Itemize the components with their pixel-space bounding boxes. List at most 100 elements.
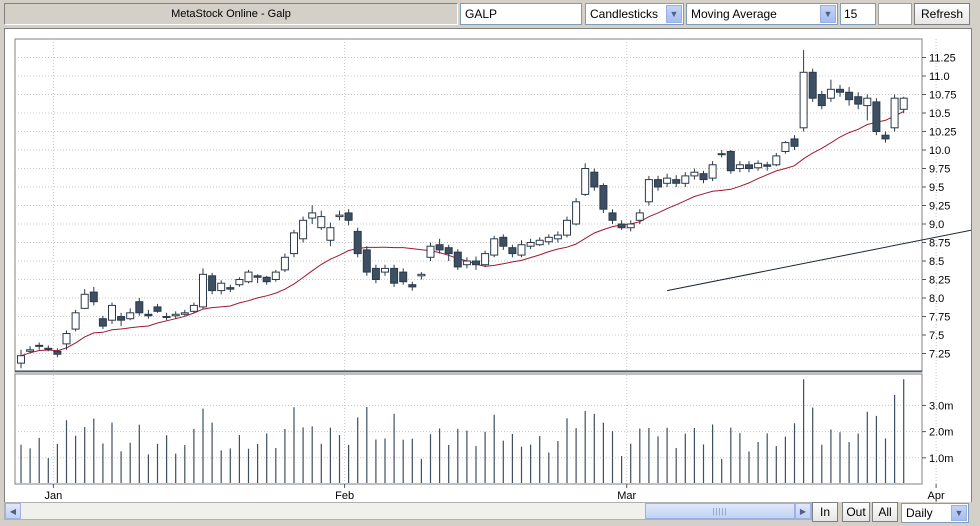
candle-up xyxy=(799,71,808,129)
candle-down xyxy=(654,179,662,188)
price-tick-label: 9.75 xyxy=(929,164,950,176)
candle-down xyxy=(53,350,62,355)
show-all-button[interactable]: All xyxy=(872,502,898,522)
candle-up xyxy=(899,97,908,110)
symbol-input[interactable] xyxy=(460,3,582,25)
candle-up xyxy=(44,347,53,350)
zoom-out-button[interactable]: Out xyxy=(842,502,870,522)
interval-value: Daily xyxy=(906,506,933,520)
candle-down xyxy=(845,91,854,101)
refresh-button[interactable]: Refresh xyxy=(914,3,970,25)
candle-up xyxy=(462,260,471,266)
scroll-right-arrow-icon[interactable]: ▶ xyxy=(795,503,811,519)
candle-down xyxy=(362,249,371,273)
price-tick-label: 7.75 xyxy=(929,312,950,324)
scroll-left-arrow-icon[interactable]: ◀ xyxy=(5,503,21,519)
horizontal-scrollbar[interactable]: ◀ ||||| ▶ xyxy=(4,502,812,520)
candle-down xyxy=(453,251,462,268)
price-volume-chart[interactable]: 11.25 11.0 10.75 10.5 10.25 10.0 9.75 9.5 9.25 9.… xyxy=(5,29,980,502)
candle-up xyxy=(299,219,308,240)
chevron-down-icon[interactable]: ▼ xyxy=(666,5,682,23)
candle-down xyxy=(726,150,735,172)
app-title: MetaStock Online - Galp xyxy=(4,3,458,25)
candle-down xyxy=(881,134,890,140)
candle-down xyxy=(817,94,826,107)
candle-down xyxy=(508,247,517,255)
volume-panel xyxy=(14,373,923,485)
candle-down xyxy=(353,230,362,255)
candle-up xyxy=(754,162,763,169)
chart-type-select[interactable]: Candlesticks ▼ xyxy=(585,3,684,25)
candle-down xyxy=(144,313,153,317)
candle-up xyxy=(71,312,80,330)
scroll-thumb[interactable]: ||||| xyxy=(645,503,795,519)
candle-down xyxy=(390,267,399,284)
candle-up xyxy=(108,304,116,321)
candle-up xyxy=(280,256,289,271)
candle-up xyxy=(890,97,899,129)
candle-up xyxy=(635,212,644,221)
indicator-select[interactable]: Moving Average ▼ xyxy=(686,3,838,25)
candle-up xyxy=(517,244,526,256)
candle-up xyxy=(335,214,344,218)
price-tick-label: 11.0 xyxy=(929,71,950,83)
candle-down xyxy=(153,306,162,312)
price-tick-label: 10.75 xyxy=(929,90,957,102)
candle-up xyxy=(80,293,89,309)
candle-down xyxy=(371,267,380,280)
candle-down xyxy=(745,164,753,170)
candle-down xyxy=(35,344,44,347)
month-label: Mar xyxy=(617,490,636,502)
candle-down xyxy=(472,260,480,266)
volume-tick-label: 3.0m xyxy=(929,400,953,412)
candle-down xyxy=(98,318,107,327)
candle-down xyxy=(117,316,126,321)
price-tick-label: 9.25 xyxy=(929,201,950,213)
month-label: Jan xyxy=(45,490,63,502)
candle-up xyxy=(62,333,71,345)
candle-up xyxy=(326,227,335,241)
candle-up xyxy=(199,273,207,308)
candle-down xyxy=(89,291,98,303)
candle-up xyxy=(426,245,435,258)
price-tick-label: 10.0 xyxy=(929,145,950,157)
candle-up xyxy=(290,232,298,255)
candle-up xyxy=(481,253,490,266)
candle-up xyxy=(781,142,790,152)
toolbar: MetaStock Online - Galp Candlesticks ▼ M… xyxy=(0,0,980,28)
candle-up xyxy=(17,355,25,364)
candle-up xyxy=(581,168,590,195)
candle-down xyxy=(399,271,408,283)
candle-up xyxy=(544,236,553,243)
candle-up xyxy=(189,304,198,312)
candle-up xyxy=(126,312,135,320)
candle-down xyxy=(253,275,262,278)
chevron-down-icon[interactable]: ▼ xyxy=(951,505,967,521)
candle-down xyxy=(808,71,817,99)
zoom-in-button[interactable]: In xyxy=(812,502,838,522)
price-tick-label: 8.25 xyxy=(929,275,950,287)
chart-area[interactable]: 11.25 11.0 10.75 10.5 10.25 10.0 9.75 9.5 9.25 9.… xyxy=(4,28,980,503)
candle-down xyxy=(262,276,271,283)
price-tick-label: 8.75 xyxy=(929,238,950,250)
candle-up xyxy=(417,273,426,277)
candle-up xyxy=(690,171,699,177)
chevron-down-icon[interactable]: ▼ xyxy=(820,5,836,23)
candle-down xyxy=(617,223,626,229)
candle-down xyxy=(699,173,708,181)
candle-up xyxy=(235,279,244,286)
candle-up xyxy=(162,316,171,318)
interval-select[interactable]: Daily ▼ xyxy=(901,503,969,523)
period-input[interactable] xyxy=(840,3,876,25)
month-label: Apr xyxy=(928,490,945,502)
candle-up xyxy=(308,212,317,219)
candle-down xyxy=(408,284,417,288)
candle-up xyxy=(244,271,253,283)
price-tick-label: 7.5 xyxy=(929,330,944,342)
candle-up xyxy=(563,219,571,236)
candle-up xyxy=(863,97,872,107)
candle-up xyxy=(772,155,781,166)
candle-up xyxy=(317,216,326,229)
moving-average-line xyxy=(20,110,904,357)
indicator-value: Moving Average xyxy=(691,7,777,21)
